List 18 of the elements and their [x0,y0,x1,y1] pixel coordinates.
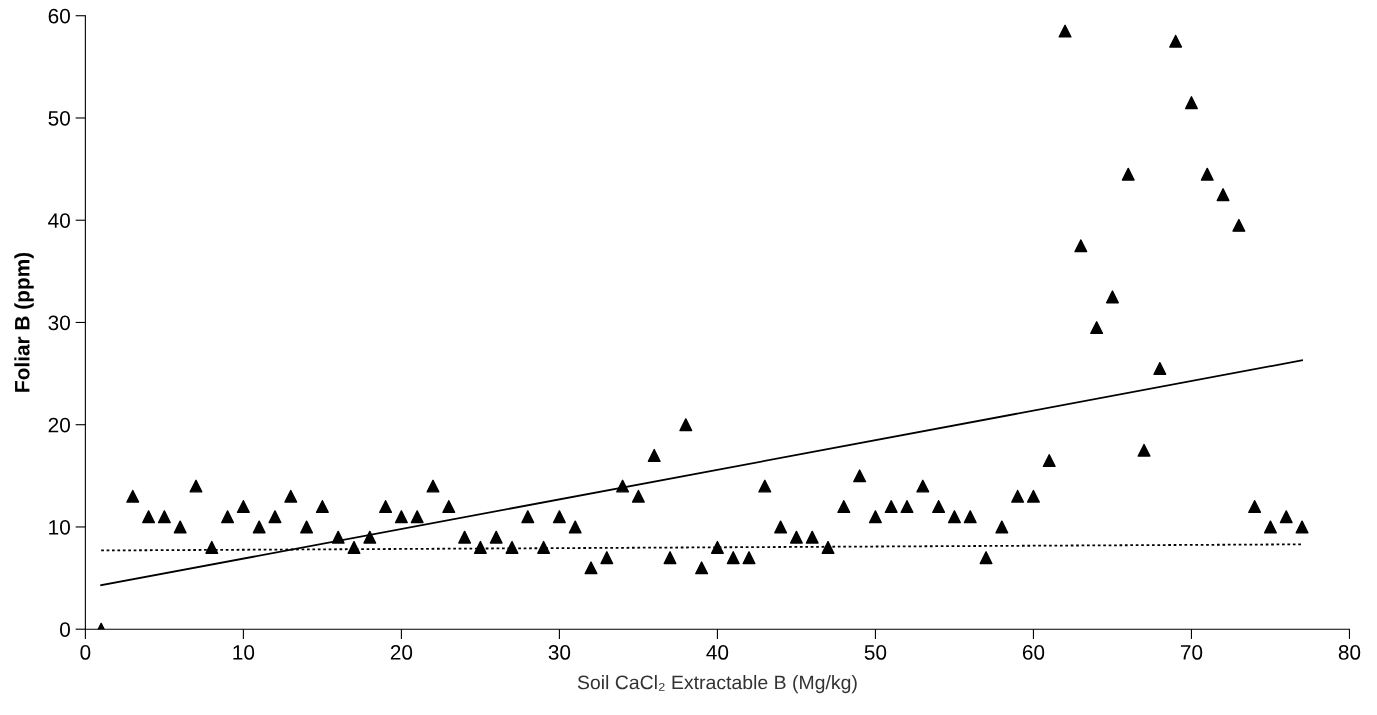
x-axis-title: Soil CaCl₂ Extractable B (Mg/kg) [577,675,857,694]
x-tick-label: 60 [1022,645,1045,660]
y-tick-label: 60 [48,8,70,24]
y-tick-label: 20 [48,417,70,433]
y-tick-label: 30 [48,315,70,331]
y-tick-label: 40 [48,213,70,228]
x-tick-label: 50 [864,645,887,660]
y-axis-title: Foliar B (ppm) [14,252,34,392]
x-tick-label: 20 [390,645,413,660]
x-tick-label: 70 [1180,645,1203,660]
x-tick-label: 30 [548,645,571,660]
y-tick-label: 0 [60,622,70,637]
x-tick-label: 10 [233,645,255,660]
y-tick-label: 10 [49,519,70,535]
y-tick-label: 50 [48,110,70,126]
x-tick-label: 40 [706,645,729,660]
x-tick-label: 0 [80,645,91,660]
x-tick-label: 80 [1338,645,1361,660]
